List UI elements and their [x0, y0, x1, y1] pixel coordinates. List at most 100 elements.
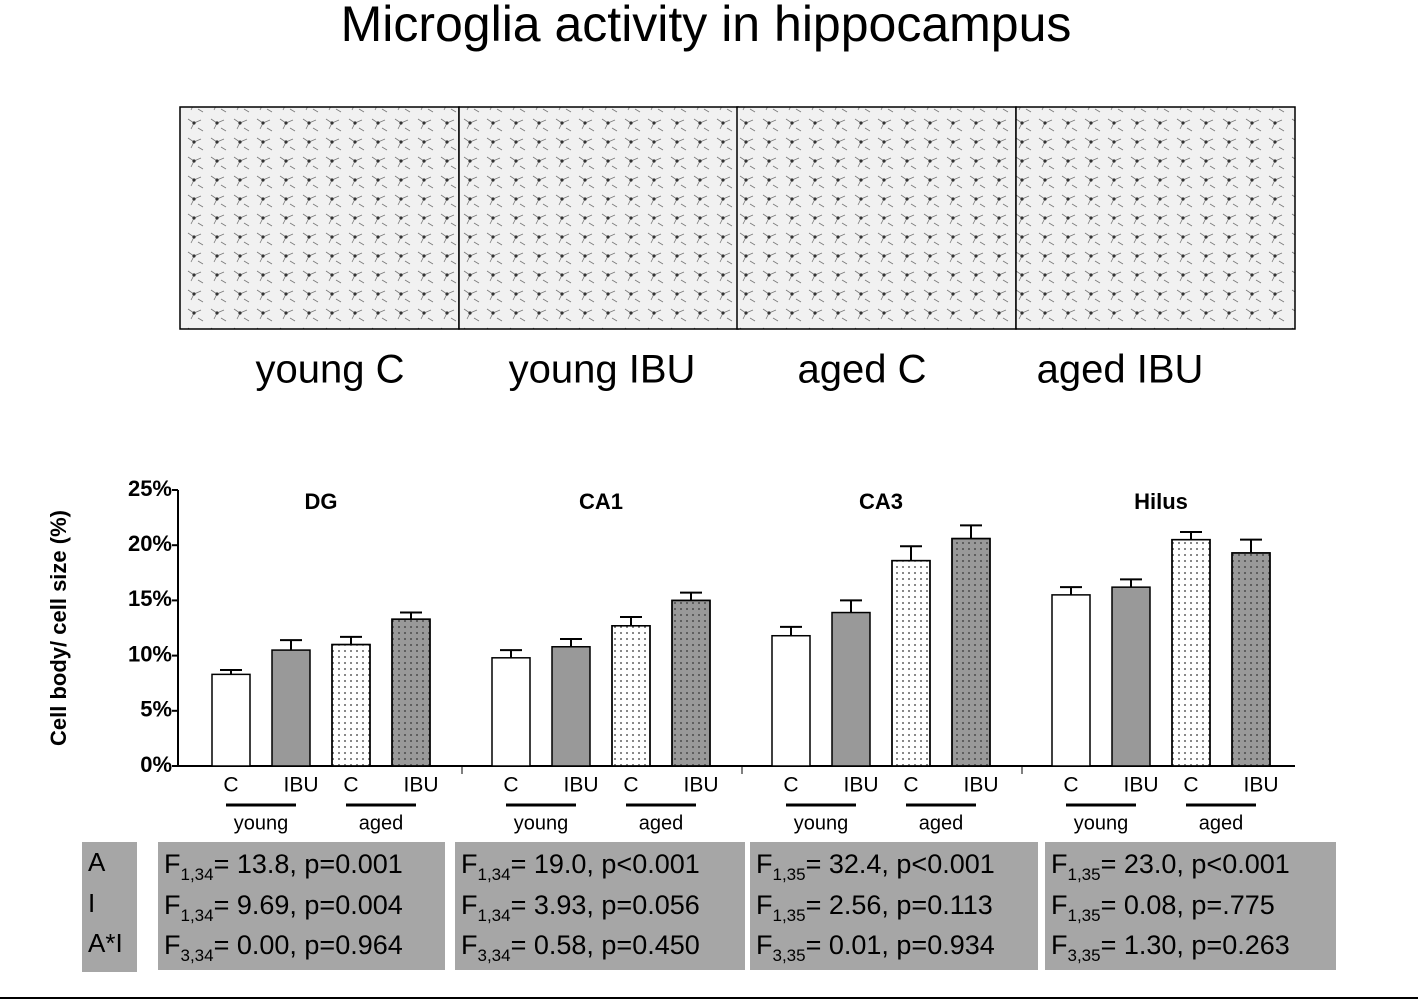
- y-tick-label: 5%: [140, 697, 172, 722]
- stat-line: F1,35= 2.56, p=0.113: [756, 890, 993, 925]
- x-tick-label: IBU: [1243, 774, 1278, 797]
- image-label: aged C: [798, 348, 927, 392]
- x-tick-label: C: [1063, 774, 1078, 797]
- stat-symbol: F: [461, 890, 478, 920]
- bar-pattern: [331, 643, 371, 767]
- stat-symbol: F: [461, 930, 478, 960]
- group-label: young: [234, 812, 289, 834]
- bar-pattern: [671, 599, 711, 767]
- stat-df: 3,34: [181, 946, 214, 965]
- stat-symbol: F: [164, 890, 181, 920]
- bar-pattern: [1231, 552, 1271, 767]
- stat-symbol: F: [1051, 849, 1068, 879]
- bar-pattern: [951, 537, 991, 767]
- x-tick-label: IBU: [963, 774, 998, 797]
- y-axis-label: Cell body/ cell size (%): [46, 510, 71, 746]
- stat-symbol: F: [1051, 890, 1068, 920]
- stat-line: F1,35= 0.08, p=.775: [1051, 890, 1275, 925]
- stat-line: F1,34= 13.8, p=0.001: [164, 849, 403, 884]
- x-tick-label: IBU: [283, 774, 318, 797]
- title: Microglia activity in hippocampus: [341, 0, 1072, 52]
- stat-symbol: F: [164, 849, 181, 879]
- stat-symbol: F: [461, 849, 478, 879]
- stats-box: [455, 842, 745, 970]
- stats-box: [158, 842, 445, 970]
- stat-line: F1,35= 23.0, p<0.001: [1051, 849, 1290, 884]
- y-tick-label: 25%: [128, 476, 172, 501]
- stat-df: 3,35: [1068, 946, 1101, 965]
- stat-text: = 0.58, p=0.450: [511, 930, 700, 960]
- image-label: aged IBU: [1037, 348, 1204, 392]
- stat-text: = 0.00, p=0.964: [214, 930, 403, 960]
- stat-symbol: F: [1051, 930, 1068, 960]
- bar: [831, 611, 871, 767]
- stats-box: [750, 842, 1038, 970]
- x-tick-label: C: [623, 774, 638, 797]
- bar: [211, 673, 251, 767]
- row-label-box: [82, 842, 137, 972]
- bar-pattern: [891, 559, 931, 767]
- stat-text: = 13.8, p=0.001: [214, 849, 403, 879]
- stat-text: = 1.30, p=0.263: [1101, 930, 1290, 960]
- stat-text: = 19.0, p<0.001: [511, 849, 700, 879]
- row-label: A: [88, 847, 106, 877]
- x-tick-label: IBU: [1123, 774, 1158, 797]
- stat-line: F3,34= 0.00, p=0.964: [164, 930, 403, 965]
- bar-pattern: [611, 625, 651, 767]
- x-tick-label: C: [783, 774, 798, 797]
- group-label: young: [794, 812, 849, 834]
- stat-text: = 0.08, p=.775: [1101, 890, 1275, 920]
- micrograph: [1015, 106, 1296, 330]
- bar-pattern: [1171, 538, 1211, 767]
- stats-box: [1045, 842, 1336, 970]
- stat-text: = 2.56, p=0.113: [806, 890, 993, 920]
- y-tick-label: 0%: [140, 752, 172, 777]
- stat-df: 1,34: [478, 906, 511, 925]
- bar: [771, 634, 811, 767]
- y-tick-label: 20%: [128, 531, 172, 556]
- stat-text: = 3.93, p=0.056: [511, 890, 700, 920]
- stat-text: = 32.4, p<0.001: [806, 849, 995, 879]
- image-label: young C: [256, 348, 405, 392]
- stat-symbol: F: [756, 849, 773, 879]
- stat-df: 1,35: [1068, 906, 1101, 925]
- bar: [491, 657, 531, 767]
- stat-df: 3,35: [773, 946, 806, 965]
- x-tick-label: C: [1183, 774, 1198, 797]
- stat-text: = 0.01, p=0.934: [806, 930, 995, 960]
- stat-line: F1,34= 19.0, p<0.001: [461, 849, 700, 884]
- stat-line: F1,34= 9.69, p=0.004: [164, 890, 403, 925]
- group-label: aged: [1199, 812, 1244, 834]
- x-tick-label: C: [503, 774, 518, 797]
- stat-line: F3,35= 0.01, p=0.934: [756, 930, 995, 965]
- stat-line: F1,35= 32.4, p<0.001: [756, 849, 995, 884]
- x-tick-label: IBU: [683, 774, 718, 797]
- panel-title: Hilus: [1134, 489, 1188, 514]
- x-tick-label: IBU: [403, 774, 438, 797]
- x-tick-label: C: [903, 774, 918, 797]
- bar-pattern: [391, 618, 431, 767]
- stat-text: = 9.69, p=0.004: [214, 890, 403, 920]
- bar: [1111, 586, 1151, 767]
- stat-line: F3,35= 1.30, p=0.263: [1051, 930, 1290, 965]
- stat-df: 1,35: [773, 906, 806, 925]
- micrograph: [458, 106, 739, 330]
- bar: [271, 649, 311, 767]
- panel-title: CA3: [859, 489, 903, 514]
- x-tick-label: C: [343, 774, 358, 797]
- group-label: young: [1074, 812, 1129, 834]
- group-label: aged: [919, 812, 964, 834]
- panel-title: CA1: [579, 489, 623, 514]
- group-label: aged: [639, 812, 684, 834]
- stat-df: 1,34: [478, 865, 511, 884]
- stat-symbol: F: [756, 930, 773, 960]
- stat-line: F3,34= 0.58, p=0.450: [461, 930, 700, 965]
- micrograph: [736, 106, 1017, 330]
- group-label: aged: [359, 812, 404, 834]
- bar: [551, 646, 591, 767]
- stat-text: = 23.0, p<0.001: [1101, 849, 1290, 879]
- x-tick-label: IBU: [843, 774, 878, 797]
- micrograph: [179, 106, 460, 330]
